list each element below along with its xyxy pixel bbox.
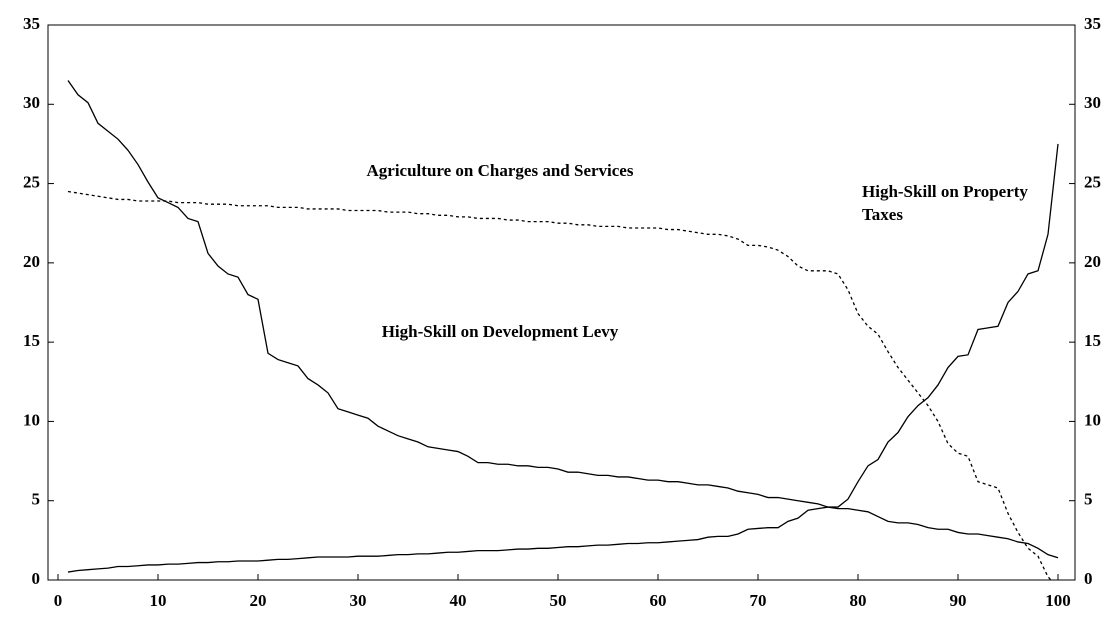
y-tick-label: 15 — [23, 331, 40, 350]
x-tick-label: 40 — [450, 591, 467, 610]
line-series — [67, 143, 1059, 573]
y-tick-label: 20 — [23, 252, 40, 271]
x-tick-label: 70 — [750, 591, 767, 610]
x-tick-label: 0 — [54, 591, 63, 610]
y2-tick-label: 15 — [1084, 331, 1101, 350]
series-annotation: High-Skill on Property Taxes — [862, 182, 1028, 224]
line-series — [67, 190, 1052, 580]
y-tick-label: 10 — [23, 410, 40, 429]
x-tick-label: 20 — [250, 591, 267, 610]
y2-tick-label: 30 — [1084, 93, 1101, 112]
y-tick-label: 5 — [32, 490, 41, 509]
series-annotation: High-Skill on Development Levy — [382, 322, 619, 341]
x-tick-label: 80 — [850, 591, 867, 610]
y2-tick-label: 25 — [1084, 172, 1101, 191]
x-tick-label: 10 — [150, 591, 167, 610]
y-tick-label: 25 — [23, 172, 40, 191]
x-tick-label: 100 — [1045, 591, 1071, 610]
y2-tick-label: 20 — [1084, 252, 1101, 271]
x-tick-label: 60 — [650, 591, 667, 610]
series-annotation: Agriculture on Charges and Services — [367, 161, 634, 180]
y-tick-label: 35 — [23, 14, 40, 33]
y2-tick-label: 10 — [1084, 410, 1101, 429]
line-series — [67, 80, 1059, 559]
y2-tick-label: 0 — [1084, 569, 1093, 588]
x-tick-label: 90 — [950, 591, 967, 610]
y-tick-label: 30 — [23, 93, 40, 112]
y2-tick-label: 5 — [1084, 490, 1093, 509]
x-tick-label: 30 — [350, 591, 367, 610]
y2-tick-label: 35 — [1084, 14, 1101, 33]
x-tick-label: 50 — [550, 591, 567, 610]
y-tick-label: 0 — [32, 569, 41, 588]
plot-frame — [47, 24, 1076, 581]
